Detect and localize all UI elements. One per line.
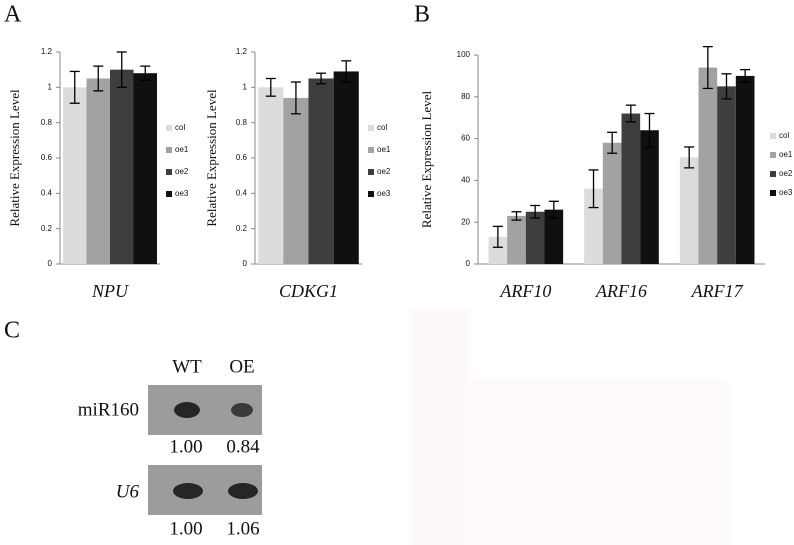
blot-column: OE (229, 356, 254, 377)
x-category-label: ARF10 (499, 281, 551, 301)
bar (679, 157, 699, 264)
y-tick-label: 20 (461, 217, 470, 226)
legend-label: col (779, 131, 789, 140)
legend-swatch (770, 152, 776, 158)
y-axis-label: Relative Expression Level (419, 91, 434, 229)
blot-band (174, 402, 200, 418)
blot-value: 0.84 (226, 436, 260, 457)
legend-label: col (377, 123, 387, 132)
legend-label: oe3 (175, 189, 189, 198)
legend-label: oe1 (175, 145, 189, 154)
bar (717, 86, 736, 264)
bar (698, 67, 718, 264)
y-tick-label: 1 (48, 82, 53, 91)
blot-band (173, 483, 203, 499)
y-tick-label: 40 (461, 176, 470, 185)
legend-swatch (368, 147, 374, 153)
legend-swatch (368, 169, 374, 175)
bar (507, 215, 526, 264)
legend-label: oe2 (175, 167, 189, 176)
y-tick-label: 0.2 (236, 224, 248, 233)
y-tick-label: 0.6 (41, 153, 53, 162)
legend-swatch (770, 190, 776, 196)
legend-label: oe1 (779, 150, 793, 159)
bar (621, 113, 641, 265)
legend-swatch (166, 191, 172, 197)
y-tick-label: 1 (243, 82, 248, 91)
x-category-label: NPU (91, 281, 129, 301)
legend-label: oe3 (377, 189, 391, 198)
y-tick-label: 0.8 (41, 118, 53, 127)
bar (333, 71, 359, 264)
x-category-label: ARF17 (691, 281, 744, 301)
legend-label: oe3 (779, 188, 793, 197)
y-tick-label: 0.2 (41, 224, 53, 233)
bg-patch (470, 380, 730, 545)
panel-label: A (4, 2, 22, 28)
y-tick-label: 60 (461, 134, 470, 143)
legend-swatch (166, 125, 172, 131)
blot-row-label: U6 (116, 481, 140, 502)
bar (602, 142, 622, 264)
y-tick-label: 0.4 (41, 188, 53, 197)
y-tick-label: 1.2 (236, 47, 248, 56)
y-tick-label: 1.2 (41, 47, 53, 56)
legend-label: oe2 (377, 167, 391, 176)
y-axis-label: Relative Expression Level (7, 89, 22, 227)
panel-label: B (414, 2, 430, 28)
bar (110, 69, 134, 265)
bar (735, 75, 755, 265)
legend-label: col (175, 123, 185, 132)
y-tick-label: 0.8 (236, 118, 248, 127)
bg-patch (410, 310, 470, 545)
y-tick-label: 80 (461, 92, 470, 101)
blot-value: 1.00 (169, 518, 202, 539)
legend-swatch (166, 147, 172, 153)
y-axis-label: Relative Expression Level (204, 89, 219, 227)
legend-swatch (166, 169, 172, 175)
y-tick-label: 0 (243, 259, 248, 268)
y-tick-label: 0 (466, 259, 471, 268)
blot-band (228, 483, 258, 499)
blot-column: WT (172, 356, 202, 377)
bar (283, 97, 309, 264)
panel-label: C (4, 318, 20, 344)
bar (640, 130, 659, 264)
y-tick-label: 100 (457, 50, 471, 59)
legend-swatch (770, 171, 776, 177)
bar (63, 87, 87, 264)
bar (544, 209, 564, 264)
legend-swatch (368, 125, 374, 131)
blot-value: 1.00 (169, 436, 202, 457)
y-tick-label: 0.4 (236, 188, 248, 197)
blot-value: 1.06 (226, 518, 259, 539)
y-tick-label: 0 (48, 259, 53, 268)
bar (133, 73, 157, 264)
bar (525, 211, 545, 264)
legend-label: oe1 (377, 145, 391, 154)
blot-row-label: miR160 (78, 399, 139, 420)
bar (86, 78, 110, 264)
legend-swatch (770, 133, 776, 139)
x-category-label: ARF16 (595, 281, 647, 301)
y-tick-label: 0.6 (236, 153, 248, 162)
bar (258, 87, 284, 264)
legend-label: oe2 (779, 169, 793, 178)
blot-band (231, 403, 253, 417)
bar (488, 236, 508, 264)
bar (308, 78, 334, 264)
legend-swatch (368, 191, 374, 197)
x-category-label: CDKG1 (279, 281, 338, 301)
